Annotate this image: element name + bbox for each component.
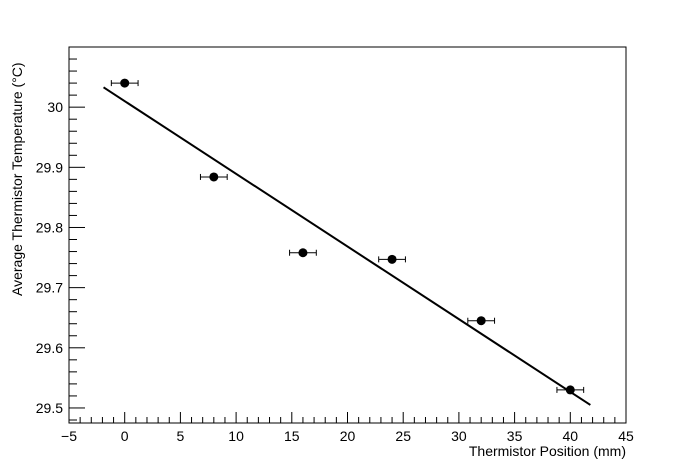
data-point (120, 78, 130, 88)
plot-frame (68, 46, 627, 424)
fit-line (102, 86, 591, 406)
data-point (298, 248, 308, 258)
y-tick-label: 30 (47, 99, 63, 115)
y-axis-title: Average Thermistor Temperature (°C) (9, 62, 25, 296)
x-tick-label: 45 (618, 428, 634, 444)
data-points-layer (110, 78, 585, 395)
x-tick-label: 35 (507, 428, 523, 444)
y-tick-label: 29.8 (36, 219, 63, 235)
x-tick-label: 40 (563, 428, 579, 444)
y-tick-label: 29.9 (36, 159, 63, 175)
x-tick-label: 5 (177, 428, 185, 444)
x-tick-label: 10 (228, 428, 244, 444)
y-tick-label: 29.6 (36, 340, 63, 356)
y-tick-label: 29.7 (36, 280, 63, 296)
y-axis-ticks: 29.5 29.6 29.7 29.8 29.9 30 (36, 46, 85, 421)
data-point (209, 172, 219, 182)
x-axis-title: Thermistor Position (mm) (469, 443, 626, 459)
y-tick-label: 29.5 (36, 400, 63, 416)
data-point (476, 316, 486, 326)
x-tick-label: 20 (340, 428, 356, 444)
x-tick-label: 25 (395, 428, 411, 444)
x-tick-label: 0 (121, 428, 129, 444)
x-tick-label: 30 (451, 428, 467, 444)
data-point (565, 385, 575, 395)
data-point (387, 254, 397, 264)
x-tick-label: −5 (61, 428, 77, 444)
fit-line-layer (102, 86, 591, 406)
x-axis-ticks: −5 0 5 10 15 20 25 30 35 40 45 (61, 412, 634, 444)
x-tick-label: 15 (284, 428, 300, 444)
